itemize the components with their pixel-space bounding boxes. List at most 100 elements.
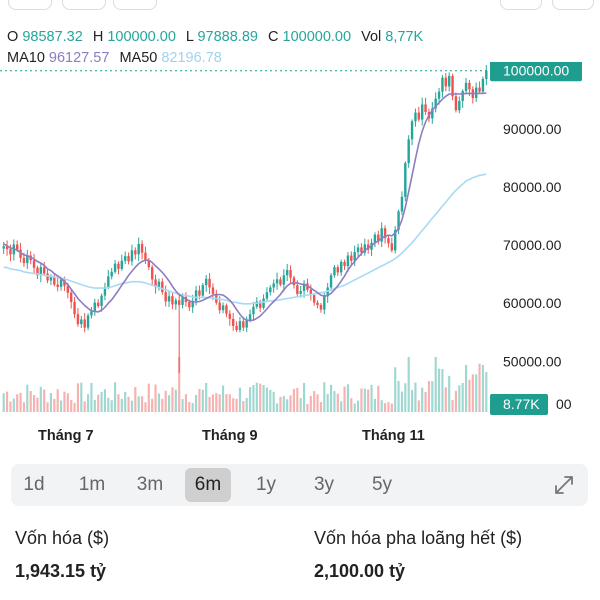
volume-bar <box>120 398 123 412</box>
top-right-button-2[interactable] <box>552 0 594 10</box>
candle-body <box>69 292 73 303</box>
volume-bar <box>167 395 171 412</box>
volume-bar <box>191 402 194 412</box>
volume-bar <box>437 368 441 412</box>
volume-bar <box>454 390 458 412</box>
volume-bar <box>245 398 248 412</box>
volume-bar <box>279 396 282 412</box>
volume-bar <box>117 394 120 412</box>
candles <box>2 65 488 373</box>
volume-label: Vol <box>361 29 382 45</box>
candle-body <box>312 295 316 303</box>
expand-icon[interactable] <box>552 473 576 497</box>
candle-body <box>208 278 211 288</box>
volume-bar <box>272 391 275 412</box>
candle-body <box>147 260 151 268</box>
tab-5y[interactable]: 5y <box>371 474 393 495</box>
low-value: 97888.89 <box>197 29 258 45</box>
volume-bar <box>373 398 377 412</box>
candle-body <box>434 98 437 109</box>
top-right-button-1[interactable] <box>500 0 542 10</box>
x-axis: Tháng 7 Tháng 9 Tháng 11 <box>38 428 425 444</box>
volume-bar <box>103 389 107 412</box>
tab-3m[interactable]: 3m <box>136 474 164 495</box>
close-label: C <box>268 29 279 45</box>
volume-bar <box>262 385 265 412</box>
candle-body <box>59 279 63 287</box>
volume-bar <box>356 400 360 412</box>
volume-bar <box>289 395 292 412</box>
candle-body <box>144 252 147 261</box>
volume-bar <box>134 386 137 412</box>
volume-bar <box>29 391 32 412</box>
tab-1y[interactable]: 1y <box>255 474 277 495</box>
volume-bar <box>151 398 154 412</box>
volume-bar <box>275 403 279 412</box>
candle-body <box>296 285 299 294</box>
candle-body <box>42 267 46 274</box>
candle-body <box>15 244 19 250</box>
tab-1m[interactable]: 1m <box>78 474 106 495</box>
candle-body <box>262 298 265 308</box>
volume-bar <box>86 394 90 412</box>
candle-body <box>164 292 167 302</box>
volume-bar <box>154 384 157 412</box>
candle-body <box>363 244 367 253</box>
volume-bar <box>5 391 9 412</box>
tab-1d[interactable]: 1d <box>23 474 45 495</box>
candle-body <box>130 250 134 262</box>
volume-bar <box>198 389 201 412</box>
candle-body <box>235 325 238 330</box>
candle-body <box>414 112 417 122</box>
ma10-line <box>3 92 487 322</box>
volume-bar <box>481 364 485 412</box>
tab-6m[interactable]: 6m <box>185 468 231 502</box>
candle-body <box>319 304 323 310</box>
candle-body <box>326 287 329 297</box>
volume-tag: 8.77K 00 <box>490 394 572 415</box>
volume-bar <box>49 393 53 412</box>
tab-3y[interactable]: 3y <box>313 474 335 495</box>
volume-bar <box>124 391 127 412</box>
candle-body <box>373 234 377 243</box>
volume-bar <box>380 400 383 412</box>
volume-bar <box>127 396 130 412</box>
candle-body <box>444 77 448 87</box>
top-button-2[interactable] <box>62 0 106 10</box>
volume-bar <box>444 387 447 412</box>
top-button-1[interactable] <box>8 0 52 10</box>
volume-bar <box>292 388 296 412</box>
current-price-tag-bg <box>490 62 582 82</box>
volume-bar <box>36 397 39 412</box>
market-cap-label: Vốn hóa ($) <box>15 528 110 548</box>
volume-bar <box>211 394 215 412</box>
candle-body <box>32 260 36 268</box>
candle-body <box>258 301 262 308</box>
volume-bar <box>255 382 258 412</box>
volume-bar <box>53 398 56 412</box>
volume-bar <box>478 363 481 412</box>
candle-body <box>36 267 39 276</box>
volume-bar <box>431 381 434 412</box>
volume-bar <box>16 394 19 412</box>
volume-axis-label: 00 <box>556 396 572 412</box>
candle-body <box>225 305 228 314</box>
volume-bar <box>302 382 306 412</box>
volume-bar <box>113 382 117 412</box>
top-button-3[interactable] <box>113 0 157 10</box>
volume-bar <box>147 383 150 412</box>
volume-bar <box>451 400 454 412</box>
candle-body <box>198 290 201 296</box>
price-chart[interactable]: 90000.00 80000.00 70000.00 60000.00 50000.00… <box>0 62 600 452</box>
volume-bar <box>66 393 69 412</box>
volume-bar <box>464 364 468 412</box>
candle-body <box>451 75 454 97</box>
candle-body <box>336 267 340 273</box>
volume-bar <box>346 384 350 412</box>
candle-body <box>417 112 421 120</box>
candle-body <box>437 91 441 99</box>
candle-body <box>485 70 488 79</box>
volume-bar <box>205 382 208 412</box>
ma50-line <box>3 173 487 305</box>
fdv-value: 2,100.00 tỷ <box>314 561 406 581</box>
